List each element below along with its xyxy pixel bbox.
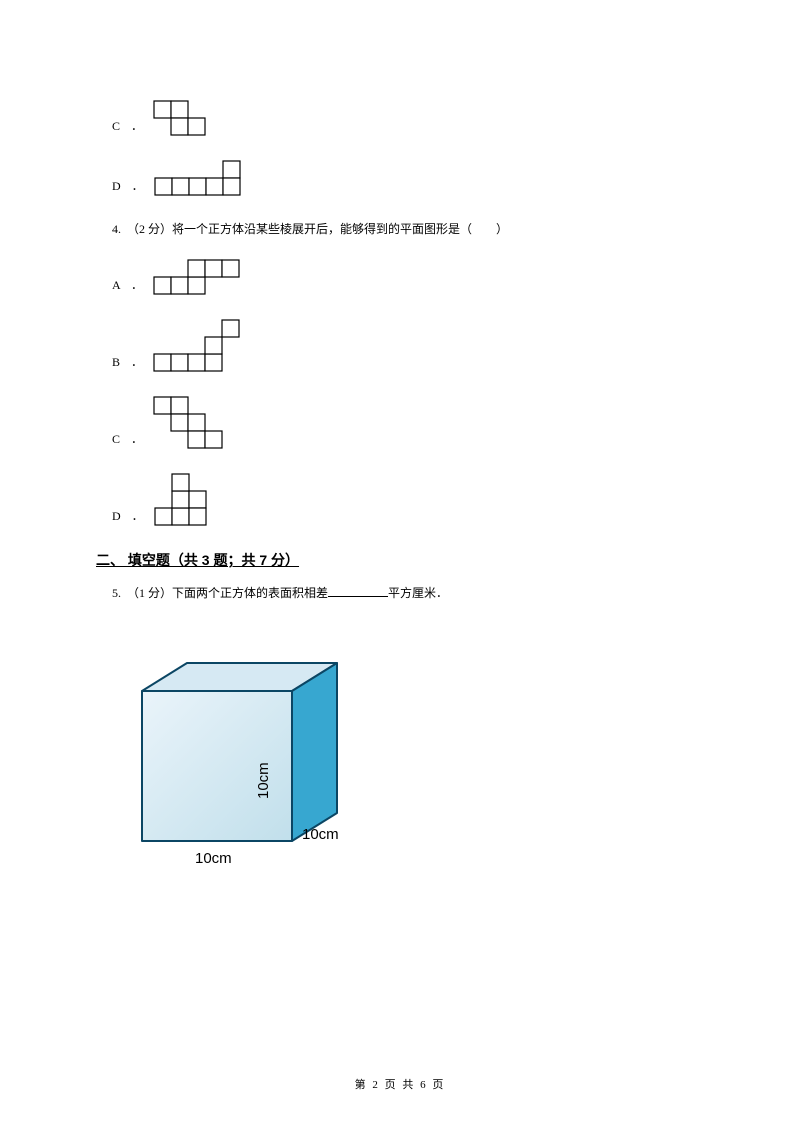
- question-4-text: 4. （2 分）将一个正方体沿某些棱展开后，能够得到的平面图形是（ ）: [112, 220, 704, 239]
- q4-option-d: D ．: [112, 473, 704, 526]
- q4-b-label: B ．: [112, 353, 147, 370]
- question-5-text: 5. （1 分）下面两个正方体的表面积相差 平方厘米．: [112, 584, 704, 603]
- q4-option-b: B ．: [112, 319, 704, 372]
- q4-d-label: D ．: [112, 507, 148, 524]
- option-d-label: D ．: [112, 177, 148, 194]
- section-2-header: 二、 填空题（共 3 题；共 7 分）: [96, 550, 704, 570]
- svg-text:10cm: 10cm: [255, 763, 272, 800]
- option-c-label: C ．: [112, 117, 147, 134]
- net-shape-q4-c: [153, 396, 223, 449]
- svg-text:10cm: 10cm: [302, 826, 339, 843]
- q5-text-pre: 5. （1 分）下面两个正方体的表面积相差: [112, 586, 328, 600]
- q4-option-a: A ．: [112, 259, 704, 295]
- q4-c-label: C ．: [112, 430, 147, 447]
- fill-blank: [328, 585, 388, 597]
- net-shape-prev-d: [154, 160, 241, 196]
- page-footer: 第 2 页 共 6 页: [0, 1076, 800, 1092]
- net-shape-q4-d: [154, 473, 207, 526]
- prev-option-d: D ．: [112, 160, 704, 196]
- cube-figure: 10cm 10cm 10cm: [112, 623, 704, 883]
- net-shape-q4-b: [153, 319, 240, 372]
- q4-a-label: A ．: [112, 276, 147, 293]
- net-shape-prev-c: [153, 100, 206, 136]
- q5-text-post: 平方厘米．: [388, 586, 448, 600]
- svg-text:10cm: 10cm: [195, 850, 232, 867]
- prev-option-c: C ．: [112, 100, 704, 136]
- q4-option-c: C ．: [112, 396, 704, 449]
- cube-svg: 10cm 10cm 10cm: [112, 623, 372, 883]
- net-shape-q4-a: [153, 259, 240, 295]
